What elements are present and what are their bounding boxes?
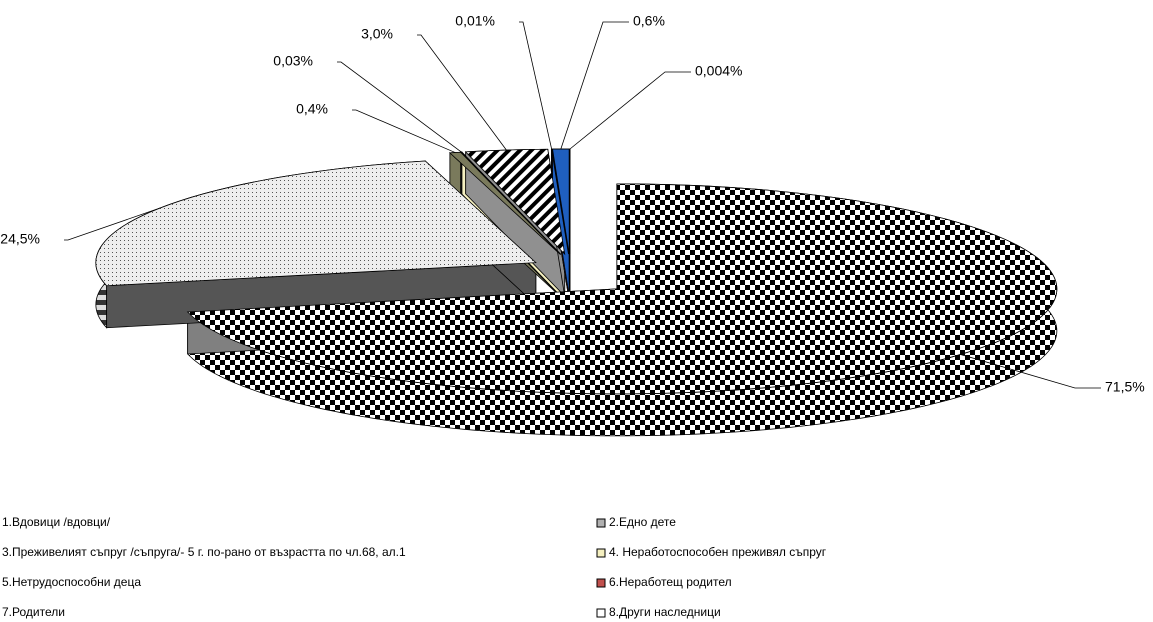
legend-label: 2.Едно дете xyxy=(609,515,676,529)
leader-line xyxy=(960,354,1101,389)
legend-label: 7.Родители xyxy=(2,605,65,619)
legend-label: 3.Преживелият съпруг /съпруга/- 5 г. по-… xyxy=(2,545,406,559)
legend-marker xyxy=(596,518,606,528)
data-label: 0,03% xyxy=(273,53,313,69)
legend-label: 5.Нетрудоспособни деца xyxy=(2,575,141,589)
data-label: 0,6% xyxy=(633,13,665,29)
slice xyxy=(464,148,566,256)
legend-marker xyxy=(596,548,606,558)
data-label: 0,01% xyxy=(455,13,495,29)
leader-line xyxy=(417,34,507,151)
leader-line xyxy=(64,207,161,241)
legend-label: 6.Неработещ родител xyxy=(609,575,732,589)
data-label: 0,004% xyxy=(695,63,742,79)
leader-line xyxy=(569,71,691,150)
data-label: 71,5% xyxy=(1105,379,1145,395)
slice xyxy=(552,148,570,255)
legend-label: 8.Други наследници xyxy=(609,605,721,619)
leader-line xyxy=(352,109,456,153)
data-label: 3,0% xyxy=(361,26,393,42)
legend-label: 1.Вдовици /вдовци/ xyxy=(2,515,111,529)
legend-marker xyxy=(596,608,606,618)
leader-line xyxy=(337,61,462,153)
legend-label: 4. Неработоспособен преживял съпруг xyxy=(609,545,827,559)
slice xyxy=(95,160,537,287)
slice xyxy=(448,151,561,255)
legend-marker xyxy=(596,578,606,588)
data-label: 0,4% xyxy=(296,101,328,117)
leader-line xyxy=(560,21,629,150)
leader-line xyxy=(519,21,553,150)
data-label: 24,5% xyxy=(0,231,40,247)
